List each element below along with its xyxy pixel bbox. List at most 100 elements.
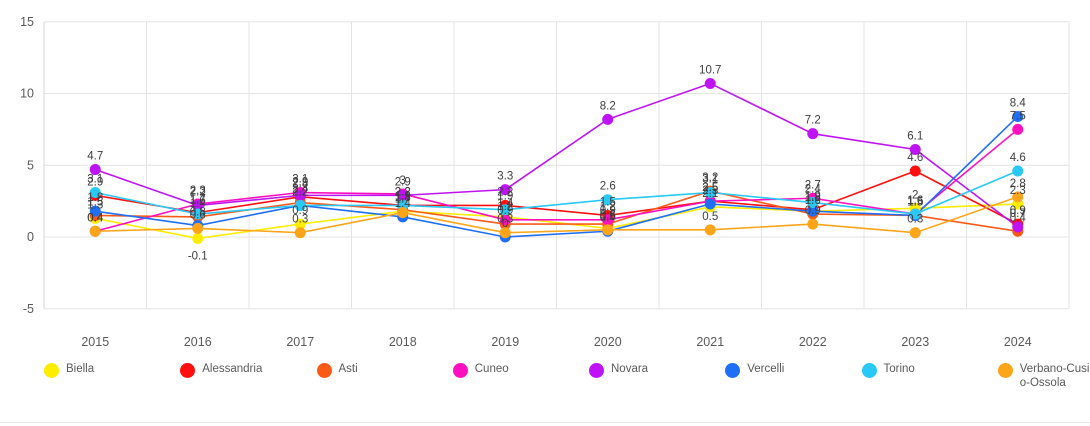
- data-point-label: 1.4: [395, 198, 412, 210]
- y-axis-tick-label: -5: [23, 302, 34, 316]
- data-point-label: 10.7: [699, 64, 721, 76]
- data-point-label: 1.6: [190, 195, 206, 207]
- data-point-label: 1.3: [87, 199, 103, 211]
- data-point-torino[interactable]: [602, 194, 614, 206]
- legend-dot-icon: [180, 363, 196, 378]
- legend-item-vercelli[interactable]: Vercelli: [681, 362, 817, 378]
- legend-item-biella[interactable]: Biella: [0, 362, 136, 378]
- data-point-verbano-cusio-ossola[interactable]: [499, 227, 511, 239]
- data-point-label: 3.1: [87, 174, 103, 186]
- data-point-torino[interactable]: [89, 187, 101, 199]
- data-point-vercelli[interactable]: [89, 205, 101, 217]
- bottom-divider: [0, 422, 1090, 423]
- data-point-label: 1.6: [907, 195, 923, 207]
- x-axis-tick-label: 2018: [389, 335, 417, 349]
- data-point-torino[interactable]: [499, 204, 511, 216]
- data-point-label: 2.9: [395, 176, 411, 188]
- data-point-torino[interactable]: [1012, 165, 1024, 177]
- data-point-label: 2.1: [702, 188, 718, 200]
- series-line-vercelli: [95, 115, 1019, 238]
- data-point-label: 4.6: [1010, 152, 1026, 164]
- data-point-alessandria[interactable]: [909, 165, 921, 177]
- data-point-verbano-cusio-ossola[interactable]: [294, 227, 306, 239]
- data-point-label: 2.5: [702, 182, 718, 194]
- data-point-label: 0.4: [1010, 212, 1027, 224]
- data-point-biella[interactable]: [294, 218, 306, 230]
- data-point-verbano-cusio-ossola[interactable]: [602, 224, 614, 236]
- data-point-biella[interactable]: [192, 232, 204, 244]
- data-point-novara[interactable]: [89, 164, 101, 176]
- data-point-novara[interactable]: [192, 199, 204, 211]
- data-point-label: 3: [400, 175, 406, 187]
- data-point-novara[interactable]: [602, 113, 614, 125]
- data-point-label: 2.6: [600, 181, 616, 193]
- legend-item-asti[interactable]: Asti: [273, 362, 409, 378]
- data-point-novara[interactable]: [807, 128, 819, 140]
- data-point-label: 1.8: [395, 192, 411, 204]
- data-point-verbano-cusio-ossola[interactable]: [704, 224, 716, 236]
- data-point-label: 1.5: [907, 196, 923, 208]
- legend-label: Vercelli: [747, 363, 785, 375]
- data-point-label: 2.3: [702, 185, 718, 197]
- data-point-label: 2.2: [497, 186, 513, 198]
- data-point-label: 0: [502, 218, 508, 230]
- legend-item-verbano-cusio-ossola[interactable]: Verbano-Cusio-Ossola: [954, 362, 1090, 390]
- x-axis-tick-label: 2017: [286, 335, 314, 349]
- y-axis-tick-label: 5: [27, 158, 34, 172]
- data-point-torino[interactable]: [704, 187, 716, 199]
- data-point-vercelli[interactable]: [807, 205, 819, 217]
- x-axis-tick-label: 2019: [491, 335, 519, 349]
- legend-item-alessandria[interactable]: Alessandria: [136, 362, 272, 378]
- data-point-novara[interactable]: [909, 143, 921, 155]
- data-point-verbano-cusio-ossola[interactable]: [192, 222, 204, 234]
- data-point-verbano-cusio-ossola[interactable]: [1012, 191, 1024, 203]
- data-point-novara[interactable]: [704, 77, 716, 89]
- data-point-verbano-cusio-ossola[interactable]: [909, 227, 921, 239]
- data-point-cuneo[interactable]: [602, 214, 614, 226]
- data-point-novara[interactable]: [397, 189, 409, 201]
- series-line-novara: [94, 82, 1019, 228]
- data-point-novara[interactable]: [1012, 221, 1024, 233]
- data-point-label: 2.3: [1010, 185, 1026, 197]
- data-point-torino[interactable]: [294, 199, 306, 211]
- legend-item-novara[interactable]: Novara: [545, 362, 681, 378]
- data-point-label: 1.5: [87, 196, 103, 208]
- data-point-torino[interactable]: [807, 197, 819, 209]
- x-axis-tick-label: 2022: [799, 335, 827, 349]
- data-point-verbano-cusio-ossola[interactable]: [89, 225, 101, 237]
- legend-label: Torino: [883, 363, 915, 375]
- data-point-label: 0.5: [702, 211, 718, 223]
- data-point-vercelli[interactable]: [704, 198, 716, 210]
- legend-dot-icon: [997, 363, 1013, 378]
- data-point-label: 0.3: [907, 214, 923, 226]
- x-axis-tick-label: 2020: [594, 335, 622, 349]
- data-point-verbano-cusio-ossola[interactable]: [807, 218, 819, 230]
- data-point-label: 1.7: [190, 194, 206, 206]
- data-point-label: 2: [912, 189, 918, 201]
- series-line-cuneo: [95, 128, 1019, 233]
- data-point-label: 1.9: [805, 191, 821, 203]
- data-point-label: 0.3: [497, 214, 513, 226]
- data-point-novara[interactable]: [294, 189, 306, 201]
- legend-label: Biella: [66, 363, 95, 375]
- data-point-verbano-cusio-ossola[interactable]: [397, 207, 409, 219]
- data-point-label: 2.2: [395, 186, 411, 198]
- data-point-label: -0.1: [188, 250, 208, 262]
- data-point-torino[interactable]: [909, 208, 921, 220]
- data-point-vercelli[interactable]: [1012, 110, 1024, 122]
- data-point-label: 0.6: [190, 209, 206, 221]
- data-point-label: 8.2: [600, 100, 616, 112]
- legend-item-cuneo[interactable]: Cuneo: [409, 362, 545, 378]
- data-point-cuneo[interactable]: [499, 214, 511, 226]
- y-axis-tick-label: 10: [20, 87, 34, 101]
- legend-item-torino[interactable]: Torino: [818, 362, 954, 378]
- data-point-novara[interactable]: [499, 184, 511, 196]
- legend-label: Verbano-Cusio-Ossola: [1019, 363, 1090, 389]
- data-point-torino[interactable]: [192, 208, 204, 220]
- data-point-cuneo[interactable]: [1012, 123, 1024, 135]
- data-point-label: 1.9: [395, 191, 411, 203]
- data-point-label: 0.8: [190, 207, 206, 219]
- chart-legend: Biella Alessandria Asti Cuneo Novara Vercelli…: [0, 362, 1090, 390]
- data-point-label: 0.4: [600, 212, 617, 224]
- data-point-label: 2.2: [395, 186, 411, 198]
